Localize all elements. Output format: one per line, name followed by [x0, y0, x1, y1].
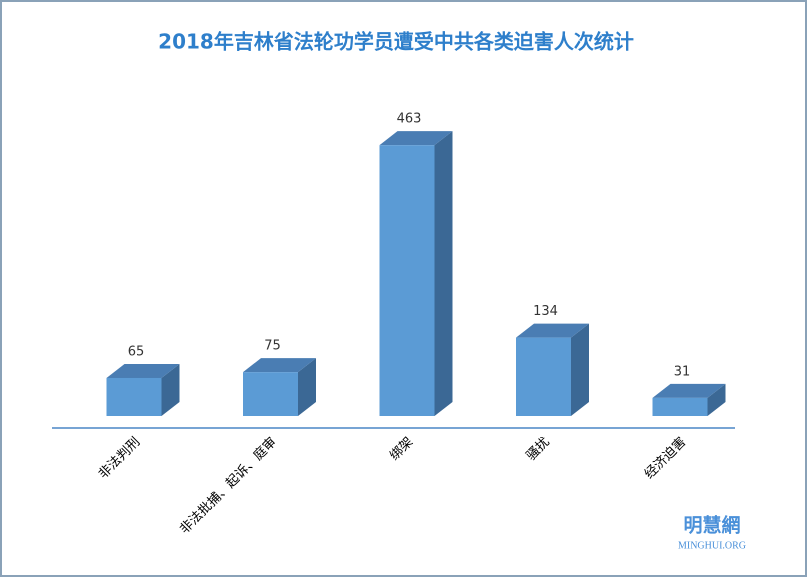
bar [243, 372, 298, 416]
bar-side [707, 383, 726, 416]
value-label: 65 [128, 344, 145, 359]
watermark-name: 明慧網 [683, 514, 740, 537]
value-label: 75 [264, 339, 281, 354]
bar-side [434, 131, 453, 416]
bar-top [652, 383, 726, 398]
bar [516, 337, 571, 416]
value-label: 134 [533, 304, 558, 319]
bar [379, 145, 435, 416]
bar-top [516, 323, 589, 338]
bar-side [571, 323, 589, 416]
value-label: 31 [674, 364, 691, 379]
bar-top [243, 358, 316, 373]
value-label: 463 [397, 112, 422, 127]
bar [106, 377, 162, 416]
chart-title: 2018年吉林省法轮功学员遭受中共各类迫害人次统计 [158, 30, 634, 54]
bar [652, 397, 708, 416]
bar-top [106, 363, 180, 378]
watermark-site: MINGHUI.ORG [678, 540, 746, 551]
bar-top [379, 131, 453, 146]
bar-side [298, 358, 316, 416]
bar-side [161, 363, 180, 416]
